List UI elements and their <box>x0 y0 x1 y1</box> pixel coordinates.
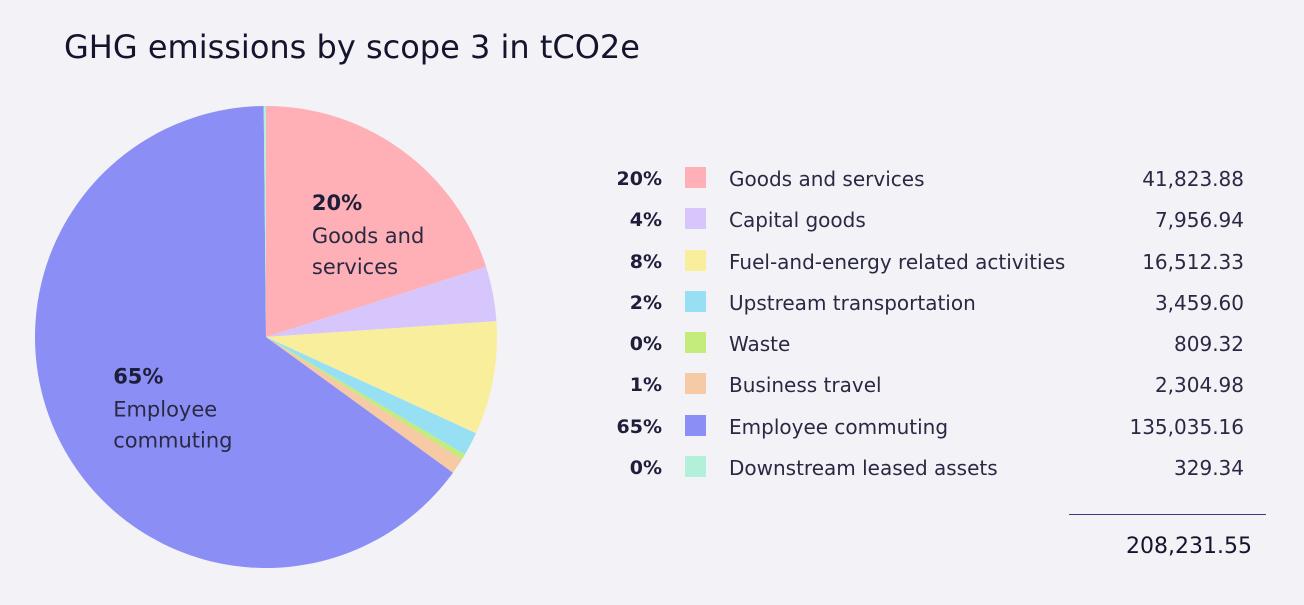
legend-label: Fuel-and-energy related activities <box>729 249 1066 274</box>
legend: 20% Goods and services 41,823.88 4% Capital … <box>600 159 1260 489</box>
legend-value: 809.32 <box>1174 332 1244 357</box>
legend-value: 329.34 <box>1174 456 1244 481</box>
legend-percent: 65% <box>616 415 662 438</box>
legend-value: 7,956.94 <box>1154 208 1244 233</box>
legend-label: Goods and services <box>729 167 925 191</box>
legend-label: Employee commuting <box>729 414 949 439</box>
legend-swatch <box>685 373 706 395</box>
legend-swatch <box>685 249 706 271</box>
legend-value: 16,512.33 <box>1142 249 1244 274</box>
slice-label-employee-commuting: 65% Employee commuting <box>113 364 232 452</box>
pie-slice-waste <box>266 337 465 460</box>
legend-swatch <box>685 208 706 230</box>
pie-slice-fuel-and-energy-related-activities <box>266 321 497 434</box>
pie-slice-business-travel <box>266 337 462 473</box>
legend-row: 20% Goods and services 41,823.88 <box>600 159 1260 200</box>
total-value: 208,231.55 <box>1126 534 1252 559</box>
slice-percent-label: 65% <box>113 364 163 388</box>
slice-name-label: Goods and <box>312 224 424 248</box>
legend-swatch <box>685 290 706 312</box>
legend-value: 41,823.88 <box>1142 167 1244 191</box>
legend-swatch <box>685 167 706 188</box>
legend-value: 135,035.16 <box>1129 414 1244 439</box>
pie-slice-employee-commuting <box>35 106 453 568</box>
legend-label: Waste <box>729 332 791 357</box>
legend-row: 2% Upstream transportation 3,459.60 <box>600 283 1260 324</box>
legend-percent: 8% <box>629 250 662 273</box>
legend-label: Downstream leased assets <box>729 456 998 481</box>
legend-swatch <box>685 456 706 478</box>
pie-slice-upstream-transportation <box>266 337 477 455</box>
legend-percent: 0% <box>629 457 662 480</box>
legend-label: Business travel <box>729 373 882 398</box>
legend-swatch <box>685 414 706 436</box>
legend-percent: 20% <box>616 168 662 190</box>
pie-slice-downstream-leased-assets <box>263 105 266 337</box>
pie-chart: 20% Goods and services 65% Employee commuting <box>35 105 497 568</box>
legend-row: 1% Business travel 2,304.98 <box>600 365 1260 406</box>
pie-slice-capital-goods <box>266 266 497 337</box>
slice-percent-label: 20% <box>312 191 362 215</box>
legend-value: 3,459.60 <box>1154 290 1244 315</box>
legend-swatch <box>685 332 706 354</box>
legend-percent: 1% <box>629 374 662 397</box>
slice-name-label: commuting <box>113 428 232 452</box>
slice-name-label: Employee <box>113 397 217 421</box>
pie-slice-goods-and-services <box>266 106 487 337</box>
legend-row: 65% Employee commuting 135,035.16 <box>600 407 1260 448</box>
legend-percent: 0% <box>629 333 662 356</box>
legend-row: 0% Waste 809.32 <box>600 324 1260 365</box>
legend-row: 4% Capital goods 7,956.94 <box>600 200 1260 241</box>
legend-value: 2,304.98 <box>1154 373 1244 398</box>
legend-row: 0% Downstream leased assets 329.34 <box>600 448 1260 489</box>
slice-label-goods-and-services: 20% Goods and services <box>312 191 424 279</box>
chart-title: GHG emissions by scope 3 in tCO2e <box>64 28 640 66</box>
total-divider <box>1069 514 1266 515</box>
legend-row: 8% Fuel-and-energy related activities 16,5… <box>600 242 1260 283</box>
legend-percent: 2% <box>629 291 662 314</box>
legend-label: Capital goods <box>729 208 866 233</box>
slice-name-label: services <box>312 255 398 279</box>
legend-percent: 4% <box>629 209 662 232</box>
legend-label: Upstream transportation <box>729 290 976 315</box>
